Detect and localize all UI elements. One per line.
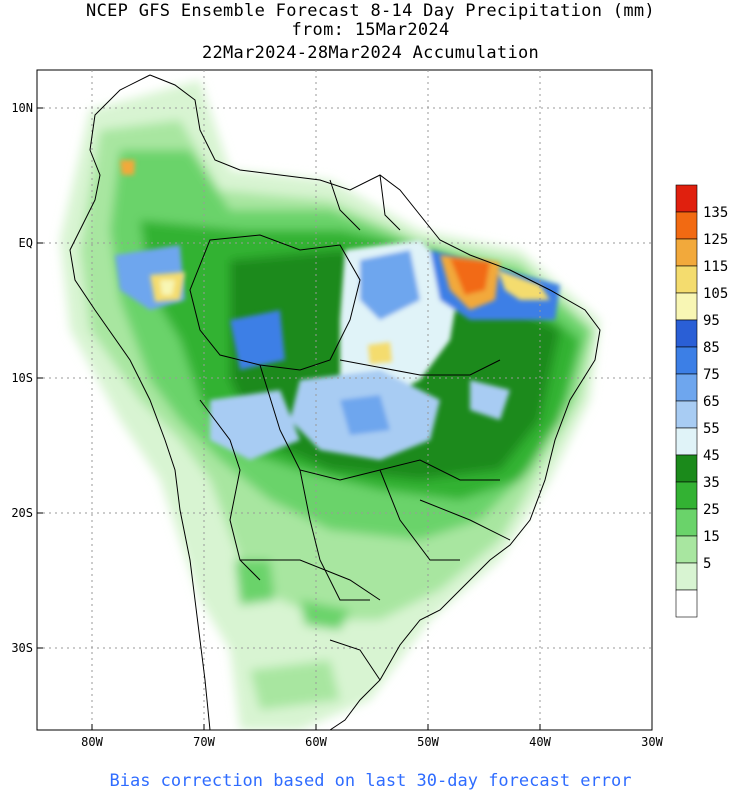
map-title: NCEP GFS Ensemble Forecast 8-14 Day Prec… bbox=[86, 1, 655, 21]
colorbar-swatch bbox=[675, 238, 698, 267]
lon-label-30w: 30W bbox=[641, 735, 663, 749]
colorbar-swatch bbox=[675, 535, 698, 564]
colorbar-level-label: 85 bbox=[703, 340, 720, 356]
colorbar-swatch bbox=[675, 319, 698, 348]
bias-correction-note: Bias correction based on last 30-day for… bbox=[109, 771, 632, 791]
colorbar-swatch bbox=[675, 373, 698, 402]
lat-label-10n: 10N bbox=[11, 101, 33, 115]
colorbar-swatch bbox=[675, 292, 698, 321]
colorbar-level-label: 65 bbox=[703, 394, 720, 410]
graticule bbox=[37, 70, 652, 730]
lon-label-60w: 60W bbox=[305, 735, 327, 749]
colorbar-level-label: 45 bbox=[703, 448, 720, 464]
lon-label-50w: 50W bbox=[417, 735, 439, 749]
plot-frame bbox=[36, 69, 653, 731]
lat-label-30s: 30S bbox=[11, 641, 33, 655]
colorbar-level-label: 95 bbox=[703, 313, 720, 329]
forecast-init-date: from: 15Mar2024 bbox=[291, 20, 450, 40]
colorbar-swatch bbox=[675, 400, 698, 429]
lat-label-eq: EQ bbox=[19, 236, 33, 250]
lon-label-80w: 80W bbox=[81, 735, 103, 749]
colorbar-level-label: 125 bbox=[703, 232, 728, 248]
colorbar-legend: 135 125 115 105 95 85 75 65 55 45 35 25 15 5 bbox=[675, 184, 728, 618]
colorbar-swatch bbox=[675, 211, 698, 240]
accumulation-period: 22Mar2024-28Mar2024 Accumulation bbox=[201, 43, 540, 63]
lat-label-20s: 20S bbox=[11, 506, 33, 520]
colorbar-level-label: 75 bbox=[703, 367, 720, 383]
colorbar-swatch bbox=[675, 346, 698, 375]
colorbar-swatch bbox=[675, 454, 698, 483]
colorbar-level-label: 5 bbox=[703, 556, 711, 572]
colorbar-level-label: 105 bbox=[703, 286, 728, 302]
lon-label-40w: 40W bbox=[529, 735, 551, 749]
lat-label-10s: 10S bbox=[11, 371, 33, 385]
colorbar-swatch bbox=[675, 508, 698, 537]
colorbar-swatch bbox=[675, 265, 698, 294]
lon-label-70w: 70W bbox=[193, 735, 215, 749]
colorbar-level-label: 115 bbox=[703, 259, 728, 275]
colorbar-swatch bbox=[675, 481, 698, 510]
colorbar-level-label: 135 bbox=[703, 205, 728, 221]
colorbar-swatch bbox=[675, 184, 698, 213]
colorbar-level-label: 15 bbox=[703, 529, 720, 545]
coastline bbox=[69, 74, 601, 731]
colorbar-swatch bbox=[675, 427, 698, 456]
colorbar-level-label: 35 bbox=[703, 475, 720, 491]
colorbar-level-label: 25 bbox=[703, 502, 720, 518]
precip-field bbox=[37, 70, 652, 730]
colorbar-swatch bbox=[675, 589, 698, 618]
axis-ticks bbox=[37, 107, 653, 730]
colorbar-level-label: 55 bbox=[703, 421, 720, 437]
colorbar-swatch bbox=[675, 562, 698, 591]
